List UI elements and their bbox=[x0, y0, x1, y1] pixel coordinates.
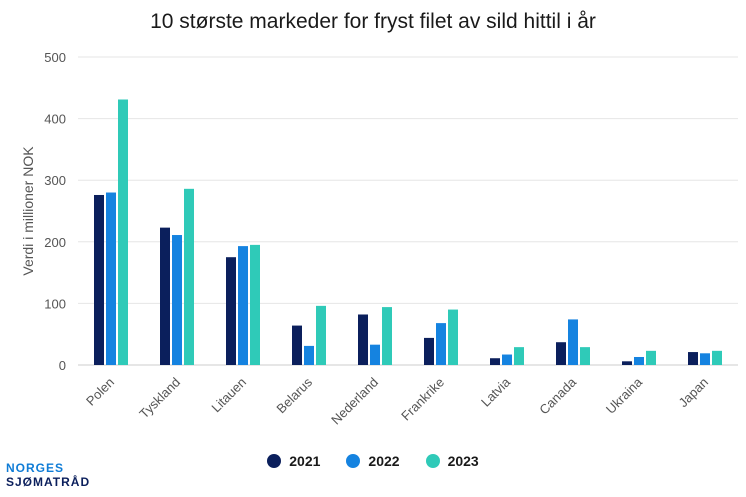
bar-2021-japan bbox=[688, 352, 698, 365]
bar-2022-belarus bbox=[304, 345, 314, 365]
legend-item-2022: 2022 bbox=[346, 453, 400, 469]
y-axis-label: Verdi i millioner NOK bbox=[20, 146, 36, 276]
bar-2023-polen bbox=[118, 99, 128, 365]
y-tick-label: 500 bbox=[44, 50, 66, 65]
bar-2022-tyskland bbox=[172, 235, 182, 365]
legend-dot-icon bbox=[425, 454, 440, 468]
y-tick-label: 400 bbox=[44, 112, 66, 127]
x-category-label: Latvia bbox=[478, 374, 514, 410]
norges-sjomatrad-logo: NORGES SJØMATRÅD bbox=[6, 461, 90, 489]
bar-2021-frankrike bbox=[424, 337, 434, 365]
x-category-label: Nederland bbox=[328, 375, 381, 428]
legend-label: 2021 bbox=[289, 453, 321, 469]
bar-2022-litauen bbox=[238, 246, 248, 365]
x-category-label: Polen bbox=[83, 375, 117, 409]
x-axis-categories: Polen Tyskland Litauen Belarus Nederland Fran… bbox=[83, 374, 711, 428]
y-tick-label: 0 bbox=[59, 358, 66, 373]
legend-item-2021: 2021 bbox=[267, 453, 320, 469]
bar-2021-canada bbox=[556, 342, 566, 365]
bar-2023-litauen bbox=[250, 244, 260, 365]
logo-line-1: NORGES bbox=[6, 461, 65, 475]
y-tick-label: 300 bbox=[44, 173, 66, 188]
bar-2021-nederland bbox=[358, 314, 368, 365]
legend: 2021 2022 2023 bbox=[0, 453, 746, 469]
x-category-label: Canada bbox=[536, 374, 579, 417]
y-axis-ticks: 0 100 200 300 400 500 bbox=[44, 50, 66, 373]
bar-2023-frankrike bbox=[448, 309, 458, 365]
bar-2021-polen bbox=[94, 194, 104, 365]
bar-2023-nederland bbox=[382, 307, 392, 365]
bar-2021-ukraina bbox=[622, 361, 632, 365]
bar-2022-japan bbox=[700, 353, 710, 365]
bar-2023-belarus bbox=[316, 305, 326, 365]
y-tick-label: 100 bbox=[44, 296, 66, 311]
x-category-label: Tyskland bbox=[136, 375, 183, 422]
legend-item-2023: 2023 bbox=[425, 453, 479, 469]
legend-label: 2023 bbox=[447, 453, 479, 469]
bar-2022-frankrike bbox=[436, 323, 446, 365]
bar-2023-canada bbox=[580, 347, 590, 365]
legend-label: 2022 bbox=[368, 453, 400, 469]
bar-2021-litauen bbox=[226, 257, 236, 365]
bar-2021-tyskland bbox=[160, 227, 170, 365]
x-category-label: Japan bbox=[675, 375, 711, 411]
bars bbox=[94, 99, 722, 365]
bar-2023-latvia bbox=[514, 347, 524, 365]
bar-2022-polen bbox=[106, 192, 116, 365]
bar-2023-tyskland bbox=[184, 188, 194, 365]
logo-line-2: SJØMATRÅD bbox=[6, 475, 91, 489]
bar-2022-latvia bbox=[502, 354, 512, 365]
bar-2023-ukraina bbox=[646, 350, 656, 365]
bar-2022-ukraina bbox=[634, 356, 644, 365]
bar-2021-belarus bbox=[292, 325, 302, 365]
y-tick-label: 200 bbox=[44, 235, 66, 250]
bar-2022-nederland bbox=[370, 344, 380, 365]
x-category-label: Belarus bbox=[273, 374, 315, 416]
legend-dot-icon bbox=[346, 454, 361, 468]
bar-2023-japan bbox=[712, 350, 722, 365]
chart-title: 10 største markeder for fryst filet av s… bbox=[150, 10, 596, 33]
legend-dot-icon bbox=[267, 454, 282, 468]
bar-2022-canada bbox=[568, 319, 578, 365]
x-category-label: Litauen bbox=[208, 375, 249, 416]
bar-2021-latvia bbox=[490, 358, 500, 365]
x-category-label: Ukraina bbox=[603, 374, 646, 417]
x-category-label: Frankrike bbox=[398, 375, 447, 424]
